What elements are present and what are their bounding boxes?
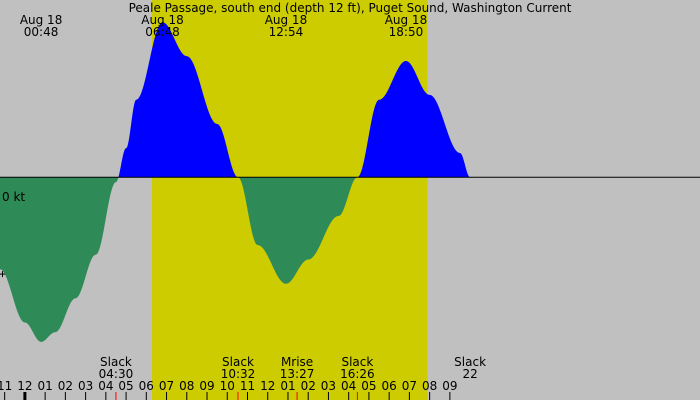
- hour-tick-label-2: 01: [37, 379, 52, 393]
- hour-tick-label-11: 10: [220, 379, 235, 393]
- peak-date-label-0: Aug 18: [20, 13, 63, 27]
- peak-date-label-2: Aug 18: [265, 13, 308, 27]
- hour-tick-label-4: 03: [78, 379, 93, 393]
- peak-time-label-0: 00:48: [24, 25, 59, 39]
- chart-title: Peale Passage, south end (depth 12 ft), …: [129, 1, 572, 15]
- hour-tick-label-10: 09: [199, 379, 214, 393]
- event-time-label-1: 10:32: [221, 367, 256, 381]
- hour-tick-label-17: 04: [341, 379, 356, 393]
- hour-tick-label-5: 04: [98, 379, 113, 393]
- zero-kt-label: 0 kt: [2, 190, 25, 204]
- hour-tick-label-19: 06: [382, 379, 397, 393]
- hour-tick-label-0: 11: [0, 379, 12, 393]
- event-name-label-0: Slack: [100, 355, 132, 369]
- peak-time-label-2: 12:54: [269, 25, 304, 39]
- event-name-label-4: Slack: [454, 355, 486, 369]
- hour-ticks: 11 12 01 02 03 04 05 06 07 08 09 10 11 12 01 02 03 04 05 06…: [0, 379, 458, 400]
- hour-tick-label-21: 08: [422, 379, 437, 393]
- midnight-tick: [23, 392, 27, 400]
- event-time-label-4: 22: [462, 367, 477, 381]
- hour-tick-label-13: 12: [260, 379, 275, 393]
- event-name-label-2: Mrise: [281, 355, 313, 369]
- hour-tick-label-22: 09: [442, 379, 457, 393]
- chart-labels: Peale Passage, south end (depth 12 ft), …: [2, 1, 572, 381]
- hour-tick-label-7: 06: [139, 379, 154, 393]
- event-name-label-1: Slack: [222, 355, 254, 369]
- peak-date-label-1: Aug 18: [141, 13, 184, 27]
- event-time-label-2: 13:27: [280, 367, 315, 381]
- hour-tick-label-16: 03: [321, 379, 336, 393]
- zero-axis: [0, 176, 700, 278]
- peak-date-label-3: Aug 18: [385, 13, 428, 27]
- hour-tick-label-12: 11: [240, 379, 255, 393]
- hour-tick-label-14: 01: [280, 379, 295, 393]
- event-time-label-0: 04:30: [99, 367, 134, 381]
- hour-tick-label-6: 05: [118, 379, 133, 393]
- hour-tick-label-15: 02: [301, 379, 316, 393]
- event-name-label-3: Slack: [341, 355, 373, 369]
- hour-tick-label-9: 08: [179, 379, 194, 393]
- peak-time-label-1: 06:48: [145, 25, 180, 39]
- hour-tick-label-20: 07: [402, 379, 417, 393]
- event-time-label-3: 16:26: [340, 367, 375, 381]
- peak-time-label-3: 18:50: [389, 25, 424, 39]
- current-curve: [0, 22, 471, 342]
- hour-tick-label-1: 12: [17, 379, 32, 393]
- hour-tick-label-18: 05: [361, 379, 376, 393]
- ebb-area: [0, 177, 471, 342]
- hour-tick-label-3: 02: [58, 379, 73, 393]
- hour-tick-label-8: 07: [159, 379, 174, 393]
- flood-area: [0, 22, 471, 178]
